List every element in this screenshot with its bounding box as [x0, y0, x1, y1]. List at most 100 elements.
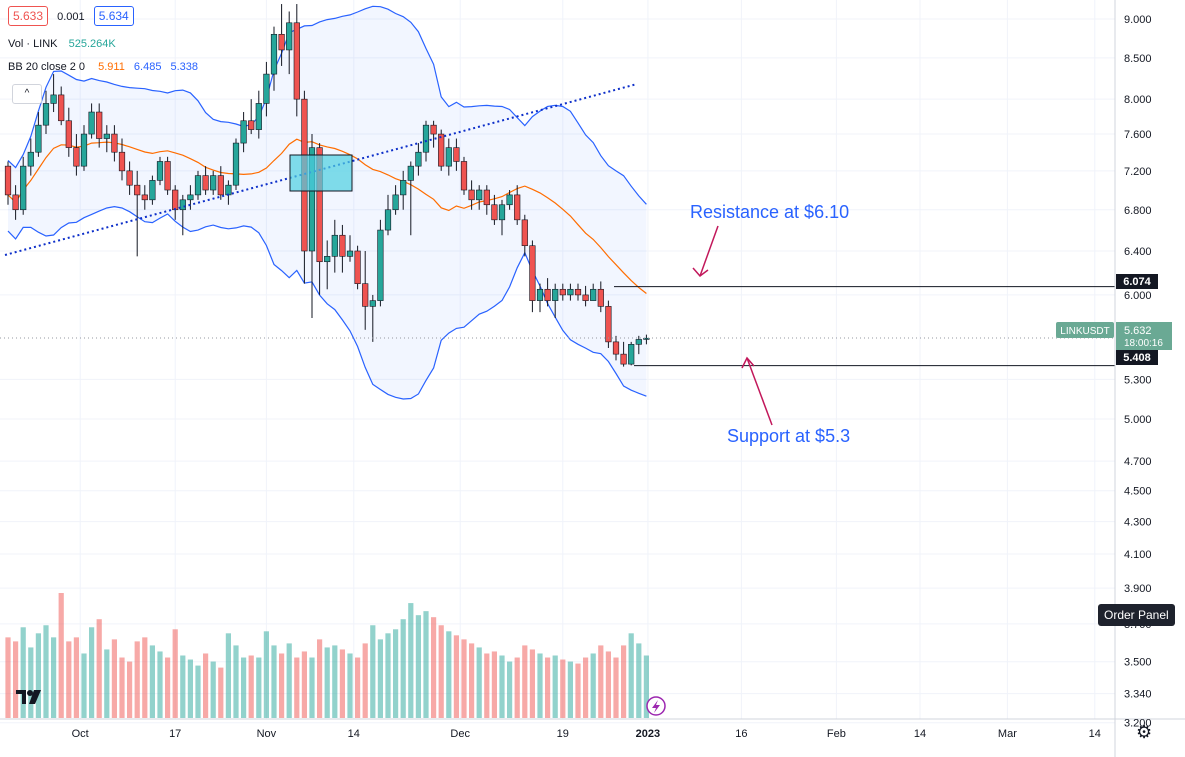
candle-body [316, 147, 323, 263]
current-price-label: 5.632 [1124, 325, 1152, 337]
time-tick-label: 14 [348, 728, 360, 740]
candle-body [225, 184, 232, 196]
volume-bar [73, 637, 79, 718]
candle-body [498, 204, 506, 221]
volume-bar [279, 653, 285, 718]
volume-bar [81, 653, 87, 718]
resistance-annotation[interactable]: Resistance at $6.10 [690, 202, 849, 222]
volume-bar [522, 645, 528, 718]
volume-bar [377, 639, 383, 718]
candle-body [483, 189, 490, 206]
volume-bar [51, 637, 57, 718]
price-tick-label: 4.100 [1124, 549, 1152, 561]
order-panel-button[interactable]: Order Panel [1098, 604, 1175, 626]
support-annotation[interactable]: Support at $5.3 [727, 426, 850, 446]
symbol-tag: LINKUSDT [1060, 326, 1109, 337]
volume-bar [286, 643, 292, 718]
candle-body [80, 133, 88, 167]
volume-bar [294, 657, 300, 718]
collapse-legend-button[interactable]: ^ [12, 84, 42, 104]
candle-body [468, 189, 475, 201]
volume-bar [241, 657, 247, 718]
price-tick-label: 7.200 [1124, 166, 1152, 178]
time-tick-label: 14 [1089, 728, 1101, 740]
price-tick-label: 9.000 [1124, 14, 1152, 26]
candle-body [96, 111, 103, 139]
candle-body [597, 288, 604, 307]
ascending-trendline[interactable] [4, 83, 638, 256]
candle-body [42, 103, 50, 126]
candle-body [582, 294, 589, 301]
candle-body [324, 256, 331, 263]
candle-body [103, 133, 110, 139]
volume-bar [233, 645, 239, 718]
resistance-price-label: 6.074 [1123, 276, 1151, 288]
candle-body [536, 288, 544, 301]
time-tick-label: Mar [998, 728, 1017, 740]
candle-body [20, 165, 27, 211]
candle-body [263, 73, 270, 104]
price-legend: 5.633 0.001 5.634 [8, 6, 140, 26]
volume-bar [575, 663, 581, 718]
candle-body [331, 234, 338, 257]
bid-price[interactable]: 5.633 [8, 6, 49, 26]
volume-bar [339, 649, 345, 718]
volume-bar [28, 647, 34, 718]
volume-bar [362, 643, 368, 718]
candle-body [58, 94, 65, 122]
time-tick-label: 16 [735, 728, 747, 740]
candle-body [88, 111, 95, 135]
volume-bar [89, 627, 95, 718]
volume-bar [628, 633, 634, 718]
ask-price[interactable]: 5.634 [93, 6, 134, 26]
volume-bar [309, 657, 315, 718]
tradingview-logo-icon[interactable] [14, 686, 44, 708]
candle-body [179, 199, 186, 211]
candle-body [422, 124, 430, 153]
volume-bar [119, 657, 125, 718]
current-price-label-bg [1116, 322, 1172, 350]
candle-body [35, 124, 42, 153]
volume-bar [332, 645, 338, 718]
candle-body [407, 165, 414, 181]
volume-bar [507, 661, 513, 718]
candle-body [354, 250, 361, 284]
spread-value: 0.001 [57, 11, 85, 23]
price-tick-label: 4.300 [1124, 517, 1152, 529]
volume-bar [172, 629, 178, 718]
candle-body [643, 337, 650, 340]
bollinger-legend[interactable]: BB 20 close 2 0 5.911 6.485 5.338 [8, 61, 198, 73]
volume-value: 525.264K [68, 38, 116, 50]
volume-bar [157, 651, 163, 718]
price-tick-label: 6.000 [1124, 290, 1152, 302]
volume-bar [218, 667, 224, 718]
volume-bar [187, 659, 193, 718]
volume-bar [127, 661, 133, 718]
time-tick-label: Nov [257, 728, 277, 740]
lightning-icon [652, 700, 660, 713]
candle-body [430, 124, 437, 135]
volume-bar [134, 641, 140, 718]
chart-settings-gear-icon[interactable]: ⚙ [1136, 722, 1153, 742]
volume-bar [347, 653, 353, 718]
bar-countdown: 18:00:16 [1124, 338, 1163, 349]
bollinger-basis-value: 5.911 [98, 61, 125, 73]
time-tick-label: 17 [169, 728, 181, 740]
volume-bar [583, 657, 589, 718]
volume-bars [5, 593, 649, 718]
candle-body [362, 283, 369, 307]
price-axis[interactable]: 9.000 8.500 8.000 7.600 7.200 6.800 6.400 6.000… [1124, 14, 1152, 730]
volume-bar [20, 627, 26, 718]
volume-bar [248, 655, 254, 718]
candle-body [50, 94, 57, 104]
candle-body [187, 194, 194, 201]
volume-bar [514, 657, 520, 718]
candle-body [445, 147, 452, 167]
volume-bar [415, 615, 421, 718]
breakdown-highlight-box[interactable] [289, 154, 353, 192]
time-axis[interactable]: Oct 17 Nov 14 Dec 19 2023 16 Feb 14 Mar 14 [72, 728, 1101, 740]
volume-bar [423, 611, 429, 718]
volume-legend[interactable]: Vol · LINK 525.264K [8, 38, 116, 50]
candle-body [620, 353, 627, 365]
